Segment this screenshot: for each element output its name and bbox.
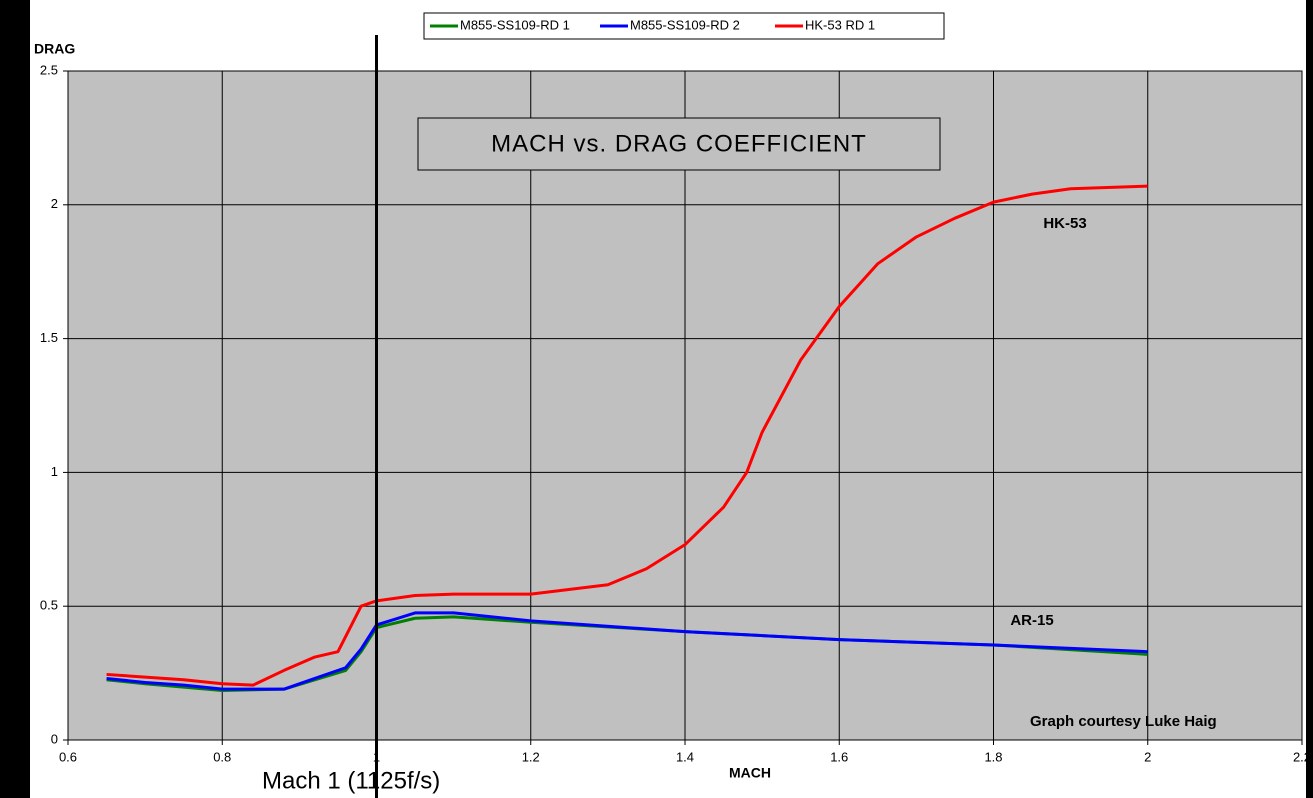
x-tick-label: 2 bbox=[1144, 749, 1151, 764]
legend-box bbox=[423, 12, 945, 40]
x-tick-label: 1.2 bbox=[522, 749, 540, 764]
y-tick-label: 1.5 bbox=[40, 330, 58, 345]
y-tick-label: 2 bbox=[51, 196, 58, 211]
y-tick-label: 0.5 bbox=[40, 598, 58, 613]
annotation: AR-15 bbox=[1010, 612, 1053, 629]
x-axis-label: MACH bbox=[729, 765, 771, 781]
chart-title: MACH vs. DRAG COEFFICIENT bbox=[491, 130, 867, 157]
x-tick-label: 0.8 bbox=[213, 749, 231, 764]
right-border bbox=[1306, 0, 1313, 798]
annotation: Graph courtesy Luke Haig bbox=[1030, 713, 1217, 730]
x-tick-label: 1.4 bbox=[676, 749, 694, 764]
y-axis-label: DRAG bbox=[34, 41, 75, 57]
data-line bbox=[106, 611, 1148, 691]
y-tick-label: 2.5 bbox=[40, 62, 58, 77]
legend-label: HK-53 RD 1 bbox=[805, 17, 875, 32]
legend-label: M855-SS109-RD 1 bbox=[460, 17, 570, 32]
title-box bbox=[417, 117, 941, 171]
x-tick-label: 2.2 bbox=[1293, 749, 1311, 764]
data-line bbox=[106, 184, 1148, 687]
mach1-label: Mach 1 (1125f/s) bbox=[262, 767, 440, 794]
x-tick-label: 1.8 bbox=[984, 749, 1002, 764]
y-tick-label: 1 bbox=[51, 464, 58, 479]
y-tick-label: 0 bbox=[51, 731, 58, 746]
annotation: HK-53 bbox=[1043, 215, 1086, 232]
legend-label: M855-SS109-RD 2 bbox=[630, 17, 740, 32]
x-tick-label: 0.6 bbox=[59, 749, 77, 764]
x-tick-label: 1.6 bbox=[830, 749, 848, 764]
left-border bbox=[0, 0, 30, 798]
